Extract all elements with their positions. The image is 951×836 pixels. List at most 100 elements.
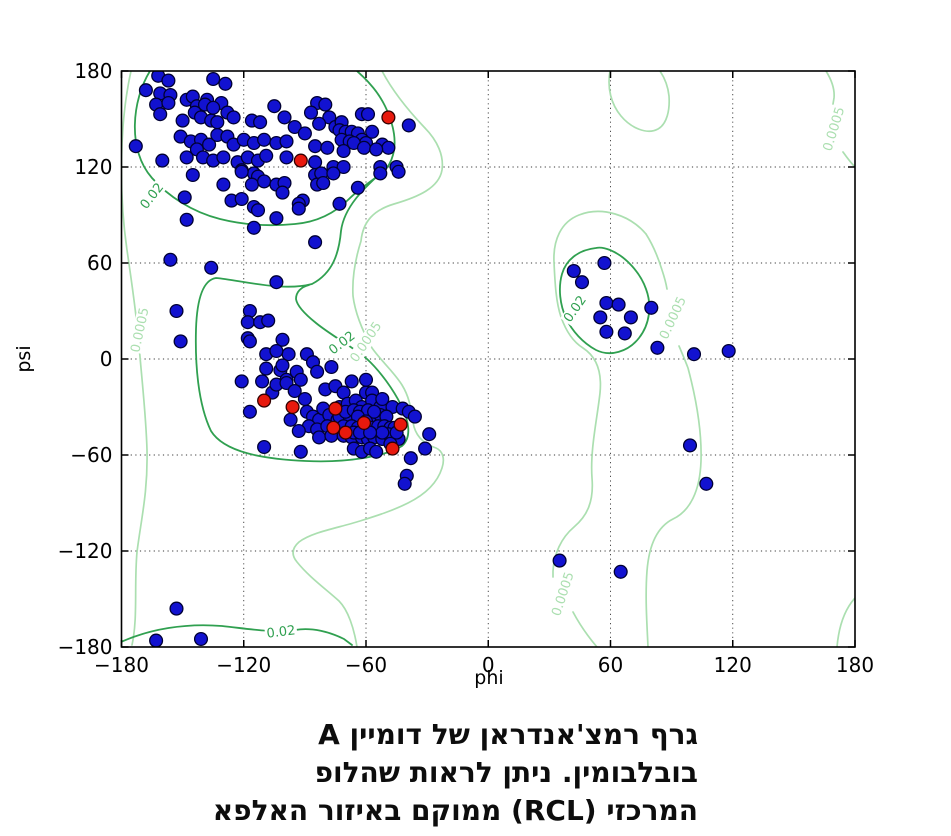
blue-point (234, 164, 249, 179)
y-tick-label: 0 (100, 347, 113, 371)
blue-point (336, 143, 351, 159)
blue-point (422, 427, 437, 442)
blue-point (617, 326, 632, 341)
blue-point (128, 139, 143, 154)
blue-point (226, 110, 241, 125)
contour-0005-top-blob (608, 71, 671, 133)
contour-label-text: 0.0005 (657, 294, 690, 342)
blue-point (255, 374, 270, 389)
blue-point (244, 177, 259, 192)
contour-label-bg (264, 623, 298, 641)
contour-label-text: 0.0005 (128, 306, 152, 354)
blue-point (287, 383, 302, 399)
blue-point (259, 361, 274, 376)
blue-point (259, 148, 274, 163)
blue-point (177, 190, 192, 205)
blue-point (644, 300, 659, 315)
red-point (257, 393, 272, 408)
blue-point (650, 340, 665, 355)
contour-label-bg (656, 294, 690, 342)
blue-point (257, 439, 272, 455)
contour-label-0005-top-right: 0.0005 (820, 104, 849, 154)
blue-point (169, 303, 184, 319)
x-tick-label: −60 (345, 653, 387, 677)
blue-point (275, 358, 290, 373)
blue-point (360, 107, 376, 122)
blue-point (216, 150, 231, 165)
blue-point (293, 372, 308, 387)
blue-point (375, 425, 390, 440)
blue-point (312, 430, 327, 445)
contour-label-bg (560, 291, 590, 327)
contour-0005-lefthand-left (552, 210, 647, 647)
contour-002-lefthand (559, 246, 651, 354)
blue-point (303, 105, 319, 120)
contour-0005-left (121, 71, 148, 646)
blue-point (350, 180, 365, 195)
blue-point (173, 334, 188, 349)
blue-point (179, 150, 194, 165)
x-axis-label: phi (474, 667, 503, 689)
blue-point (369, 444, 384, 459)
blue-point (161, 95, 176, 111)
red-point (393, 417, 408, 432)
contour-label-0005-left: 0.0005 (128, 306, 153, 354)
blue-point (373, 166, 388, 181)
points-layer (128, 71, 736, 647)
red-point (293, 153, 308, 168)
blue-point (574, 275, 590, 290)
blue-point (283, 412, 298, 427)
contour-002-alpha (194, 169, 410, 463)
caption-line-1: גרף רמצ'אנדראן של דומיין A בובלבומין. ני… (314, 718, 698, 789)
x-tick-label: −180 (94, 653, 149, 677)
contour-label-bg (549, 569, 577, 619)
blue-point (375, 391, 390, 407)
blue-point (369, 142, 384, 157)
contour-002-beta (133, 71, 396, 227)
x-tick-label: 180 (836, 653, 874, 677)
contour-0005-bottom-right (836, 597, 855, 647)
y-tick-label: −120 (58, 539, 113, 563)
blue-point (257, 174, 272, 189)
blue-point (287, 119, 302, 135)
red-point (381, 110, 396, 125)
tick-labels-layer: −180 −120 −60 0 60 120 180 180 120 60 0 −60 −120 −180 (58, 59, 875, 677)
y-tick-label: 180 (74, 59, 112, 83)
blue-point (308, 139, 323, 154)
red-point (356, 415, 372, 431)
contour-label-text: 0.0005 (821, 105, 849, 153)
contour-label-text: 0.02 (266, 623, 297, 641)
blue-point (155, 153, 170, 168)
blue-point (566, 263, 581, 279)
y-tick-label: −180 (58, 635, 113, 659)
blue-point (599, 324, 614, 339)
contour-label-bg (128, 306, 152, 354)
red-point (328, 401, 343, 416)
blue-point (206, 100, 221, 115)
x-tick-label: 120 (714, 653, 752, 677)
blue-point (193, 631, 209, 647)
blue-point (721, 343, 736, 359)
blue-point (613, 564, 628, 579)
blue-point (218, 76, 233, 91)
blue-point (279, 150, 294, 165)
blue-point (367, 404, 382, 419)
blue-point (344, 374, 359, 389)
y-axis-label: psi (13, 345, 35, 372)
figure-caption: גרף רמצ'אנדראן של דומיין A בובלבומין. ני… (178, 716, 698, 836)
contour-label-bg (820, 104, 848, 154)
blue-point (397, 476, 412, 491)
contour-0005-lefthand-right (645, 233, 702, 647)
blue-point (391, 164, 406, 179)
ticks-layer (120, 70, 856, 648)
blue-point (336, 159, 351, 175)
x-tick-label: 0 (482, 653, 495, 677)
contour-label-bg (347, 319, 385, 365)
blue-point (418, 441, 433, 456)
contour-label-002-beta: 0.02 (136, 179, 168, 213)
blue-point (401, 118, 416, 133)
blue-point (326, 166, 341, 181)
blue-point (623, 310, 638, 325)
blue-point (552, 553, 567, 568)
